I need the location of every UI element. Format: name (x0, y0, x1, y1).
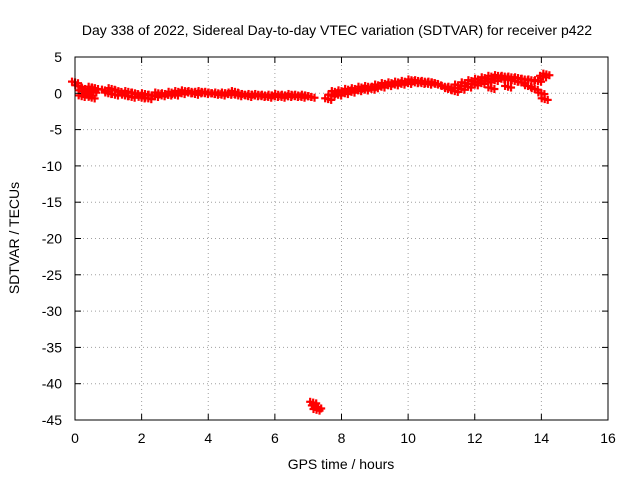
y-tick-label: -5 (50, 122, 63, 138)
y-tick-label: -45 (42, 412, 62, 428)
grid-lines (75, 57, 608, 420)
x-tick-label: 14 (534, 430, 550, 446)
y-tick-label: -30 (42, 303, 62, 319)
y-tick-label: -20 (42, 231, 62, 247)
y-tick-labels: 5 0 -5 -10 -15 -20 -25 -30 -35 -40 -45 (42, 49, 62, 428)
x-tick-label: 16 (600, 430, 616, 446)
y-tick-label: -25 (42, 267, 62, 283)
y-axis-label: SDTVAR / TECUs (6, 182, 22, 294)
y-tick-label: -40 (42, 376, 62, 392)
y-tick-label: -15 (42, 194, 62, 210)
x-tick-label: 8 (338, 430, 346, 446)
x-tick-label: 6 (271, 430, 279, 446)
x-tick-label: 2 (138, 430, 146, 446)
data-point (304, 92, 319, 102)
data-point (84, 92, 99, 103)
axis-ticks (74, 56, 609, 421)
x-tick-label: 0 (71, 430, 79, 446)
y-tick-label: -35 (42, 339, 62, 355)
data-point (484, 83, 499, 94)
data-point (537, 94, 552, 104)
x-tick-label: 10 (400, 430, 416, 446)
data-point (86, 87, 101, 97)
data-point (539, 69, 554, 80)
x-tick-label: 12 (467, 430, 483, 446)
x-axis-label: GPS time / hours (288, 456, 395, 472)
chart-title: Day 338 of 2022, Sidereal Day-to-day VTE… (82, 22, 592, 38)
data-points (68, 69, 554, 415)
x-tick-labels: 0 2 4 6 8 10 12 14 16 (71, 430, 616, 446)
x-tick-label: 4 (204, 430, 212, 446)
y-tick-label: 5 (54, 49, 62, 65)
y-tick-label: 0 (54, 85, 62, 101)
data-point (531, 76, 546, 86)
data-point (311, 402, 326, 413)
data-point (501, 81, 516, 92)
y-tick-label: -10 (42, 158, 62, 174)
